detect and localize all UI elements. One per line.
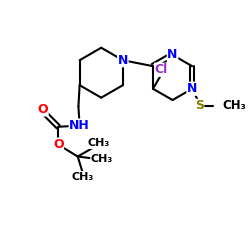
Text: NH: NH [69,119,90,132]
Text: CH₃: CH₃ [88,138,110,148]
Text: N: N [167,48,178,61]
Text: O: O [53,138,64,151]
Text: CH₃: CH₃ [71,172,94,182]
Text: S: S [195,99,204,112]
Text: CH₃: CH₃ [91,154,113,164]
Text: CH₃: CH₃ [222,99,246,112]
Text: N: N [187,82,197,95]
Text: N: N [118,54,128,67]
Text: Cl: Cl [155,63,168,76]
Text: O: O [38,103,48,116]
